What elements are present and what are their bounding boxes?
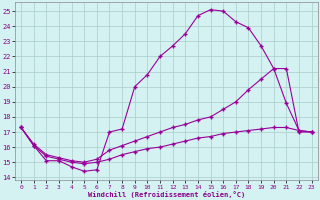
X-axis label: Windchill (Refroidissement éolien,°C): Windchill (Refroidissement éolien,°C) — [88, 191, 245, 198]
